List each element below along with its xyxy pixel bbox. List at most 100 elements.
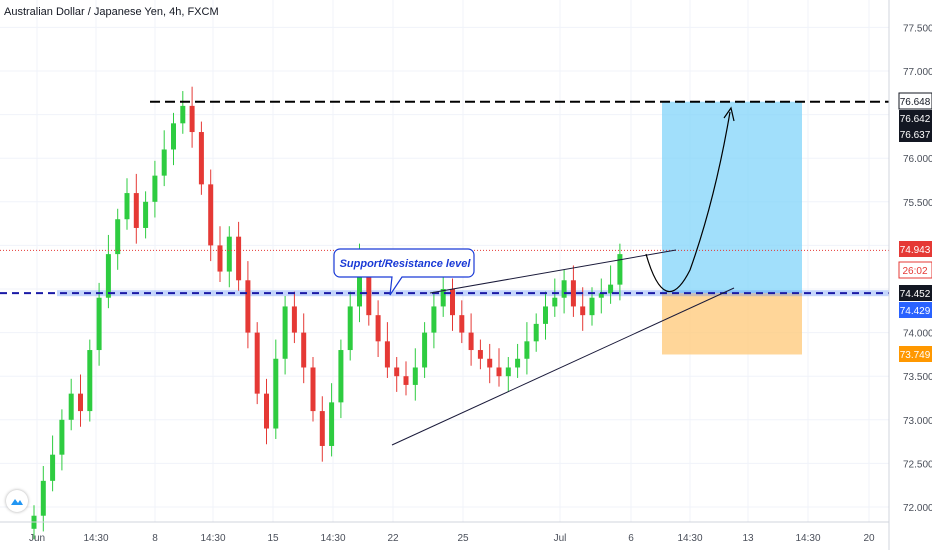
candle-body bbox=[357, 262, 362, 307]
candle-body bbox=[87, 350, 93, 412]
x-tick-label: Jun bbox=[29, 533, 45, 544]
candle-body bbox=[533, 323, 539, 342]
candle-body bbox=[301, 332, 307, 368]
candle-body bbox=[543, 306, 548, 324]
tradingview-logo-icon[interactable] bbox=[6, 490, 28, 512]
candle-body bbox=[273, 358, 279, 429]
ticker-label: Australian Dollar / Japanese Yen, 4h, FX… bbox=[4, 6, 219, 18]
candle-body bbox=[487, 358, 493, 368]
callout-label: Support/Resistance level bbox=[340, 258, 472, 270]
price-label-bg bbox=[898, 92, 932, 110]
take-profit-zone bbox=[662, 101, 802, 294]
candle-body bbox=[68, 393, 74, 420]
candle-body bbox=[208, 184, 214, 246]
candle-body bbox=[515, 358, 521, 368]
candle-body bbox=[496, 367, 502, 377]
candle-body bbox=[171, 123, 176, 150]
candle-body bbox=[394, 367, 400, 377]
candle-body bbox=[477, 350, 483, 359]
candle-body bbox=[366, 262, 372, 316]
candle-body bbox=[450, 289, 455, 316]
candle-body bbox=[143, 201, 149, 228]
candle-body bbox=[403, 376, 409, 385]
candle-body bbox=[180, 105, 186, 124]
candle-body bbox=[468, 332, 474, 351]
y-tick-label: 73.000 bbox=[903, 416, 932, 427]
candle-body bbox=[561, 280, 567, 298]
candle-body bbox=[245, 280, 251, 333]
candle-body bbox=[124, 193, 130, 220]
candle-body bbox=[422, 332, 428, 368]
candle-body bbox=[291, 306, 297, 333]
projection-arrowhead bbox=[723, 106, 735, 122]
y-tick-label: 77.500 bbox=[903, 23, 932, 34]
candle-body bbox=[152, 175, 158, 202]
candle-body bbox=[552, 297, 558, 307]
price-label: 73.749 bbox=[900, 350, 931, 361]
x-tick-label: 20 bbox=[863, 533, 875, 544]
lower-trendline bbox=[391, 287, 735, 446]
x-tick-label: 22 bbox=[387, 533, 399, 544]
x-tick-label: 6 bbox=[628, 533, 634, 544]
candle-body bbox=[459, 315, 465, 333]
candle-body bbox=[580, 306, 586, 316]
candle-body bbox=[589, 297, 595, 316]
candle-body bbox=[40, 480, 46, 516]
candle-body bbox=[189, 105, 195, 133]
price-label: 76.637 bbox=[900, 130, 931, 141]
candle-body bbox=[338, 350, 344, 403]
candle-body bbox=[254, 332, 260, 394]
x-tick-label: 13 bbox=[742, 533, 754, 544]
price-label: 74.429 bbox=[900, 306, 931, 317]
price-label: 26:02 bbox=[902, 266, 927, 277]
candle-body bbox=[524, 341, 530, 359]
y-tick-label: 72.000 bbox=[903, 503, 932, 514]
candle-body bbox=[198, 132, 204, 185]
candle-body bbox=[226, 236, 232, 272]
candle-body bbox=[59, 419, 65, 455]
x-tick-label: 14:30 bbox=[795, 533, 820, 544]
candle-body bbox=[347, 306, 353, 351]
candle-body bbox=[78, 393, 83, 412]
candle-body bbox=[115, 219, 121, 255]
candle-body bbox=[105, 254, 111, 298]
x-tick-label: 8 bbox=[152, 533, 158, 544]
price-label-bg bbox=[898, 261, 932, 279]
candle-body bbox=[570, 280, 576, 307]
y-tick-label: 76.000 bbox=[903, 154, 932, 165]
candle-body bbox=[161, 149, 167, 176]
price-label-bg bbox=[899, 346, 932, 362]
x-tick-label: Jul bbox=[554, 533, 567, 544]
y-tick-label: 73.500 bbox=[903, 372, 932, 383]
candle-body bbox=[319, 411, 325, 446]
price-label-bg bbox=[899, 302, 932, 318]
candle-body bbox=[608, 284, 614, 294]
y-tick-label: 74.000 bbox=[903, 329, 932, 340]
grid bbox=[0, 0, 889, 522]
candle-body bbox=[431, 306, 437, 333]
candle-body bbox=[598, 293, 604, 298]
price-label-bg bbox=[899, 285, 932, 301]
x-tick-label: 14:30 bbox=[200, 533, 225, 544]
position-boxes bbox=[57, 101, 889, 355]
candle-body bbox=[236, 236, 242, 281]
x-tick-label: 14:30 bbox=[677, 533, 702, 544]
y-tick-label: 75.500 bbox=[903, 198, 932, 209]
price-label: 74.452 bbox=[900, 289, 931, 300]
candle-body bbox=[505, 367, 511, 377]
price-label-bg bbox=[899, 241, 932, 257]
callout-box bbox=[333, 248, 475, 296]
x-tick-label: 15 bbox=[267, 533, 279, 544]
candle-body bbox=[96, 297, 102, 351]
stop-loss-zone bbox=[662, 293, 802, 355]
price-label-bg bbox=[899, 110, 932, 126]
candle-body bbox=[412, 367, 418, 385]
price-label: 74.943 bbox=[900, 245, 931, 256]
candle-body bbox=[440, 289, 446, 307]
candle-body bbox=[217, 245, 223, 272]
x-tick-label: 14:30 bbox=[320, 533, 345, 544]
projection-curve bbox=[645, 111, 731, 293]
